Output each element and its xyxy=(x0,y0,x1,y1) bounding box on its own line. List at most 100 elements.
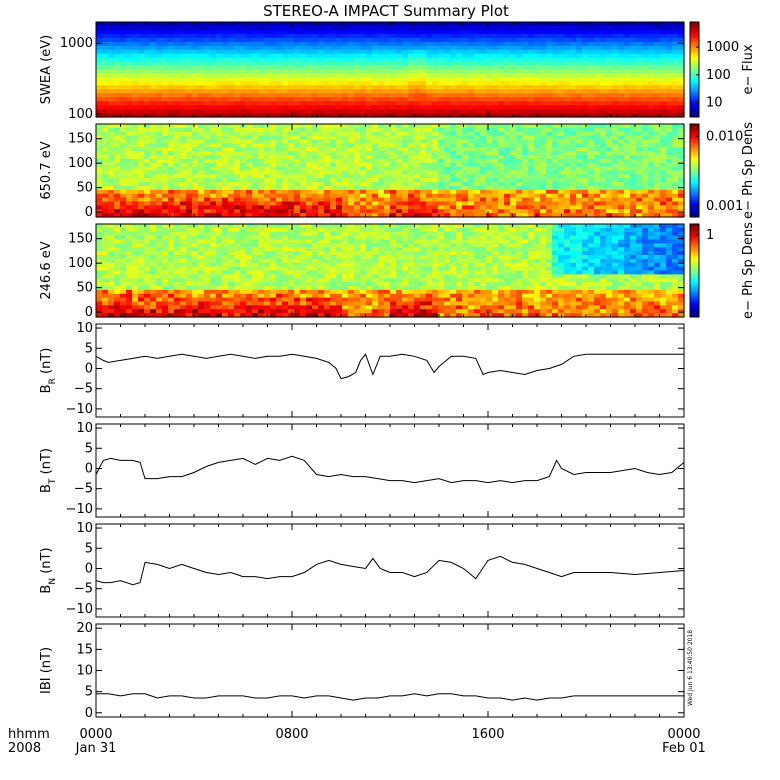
swea-cell xyxy=(312,97,319,102)
swea-cell xyxy=(228,65,235,71)
pad650-cell xyxy=(648,193,655,199)
swea-cell xyxy=(390,49,397,55)
swea-cell xyxy=(330,25,337,31)
pad650-cell xyxy=(438,158,445,164)
pad650-cell xyxy=(186,143,193,148)
pad650-cell xyxy=(594,209,601,214)
pad650-cell xyxy=(132,143,139,148)
pad650-colorbar-step xyxy=(690,135,699,139)
pad650-cell xyxy=(636,131,643,137)
pad650-cell xyxy=(366,166,373,172)
swea-cell xyxy=(138,22,145,27)
pad650-cell xyxy=(258,166,265,172)
swea-cell xyxy=(132,37,139,43)
pad650-colorbar-step xyxy=(690,147,699,151)
swea-cell xyxy=(264,109,271,114)
pad650-cell xyxy=(672,205,679,210)
pad650-cell xyxy=(486,174,493,179)
pad650-cell xyxy=(672,193,679,199)
swea-cell xyxy=(462,22,469,27)
swea-cell xyxy=(468,33,475,39)
swea-cell xyxy=(234,97,241,102)
swea-cell xyxy=(426,105,433,110)
swea-cell xyxy=(576,22,583,27)
pad650-cell xyxy=(360,197,367,203)
swea-cell xyxy=(522,81,529,86)
pad650-cell xyxy=(366,158,373,164)
pad650-cell xyxy=(132,155,139,160)
pad650-cell xyxy=(624,158,631,164)
swea-cell xyxy=(96,69,103,75)
swea-cell xyxy=(468,37,475,43)
pad650-cell xyxy=(660,127,667,133)
pad650-cell xyxy=(96,182,103,187)
pad650-cell xyxy=(276,189,283,195)
pad650-cell xyxy=(636,209,643,214)
swea-cell xyxy=(438,97,445,102)
swea-cell xyxy=(486,81,493,86)
pad650-cell xyxy=(594,135,601,141)
swea-cell xyxy=(252,97,259,102)
pad246-cell xyxy=(96,313,103,318)
swea-cell xyxy=(582,29,589,35)
swea-cell xyxy=(312,73,319,79)
swea-cell xyxy=(126,49,133,55)
pad650-cell xyxy=(438,205,445,210)
swea-cell xyxy=(204,105,211,110)
swea-cell xyxy=(228,29,235,35)
swea-cell xyxy=(438,41,445,47)
swea-cell xyxy=(378,22,385,27)
swea-cell xyxy=(660,22,667,27)
pad650-cell xyxy=(120,193,127,199)
swea-cell xyxy=(168,69,175,75)
swea-cell xyxy=(186,77,193,82)
swea-cell xyxy=(126,29,133,35)
swea-cell xyxy=(132,69,139,75)
swea-cell xyxy=(408,53,415,59)
swea-cell xyxy=(138,109,145,114)
pad650-cell xyxy=(450,162,457,168)
swea-cell xyxy=(294,77,301,82)
swea-cell xyxy=(336,33,343,39)
pad650-cell xyxy=(630,158,637,164)
swea-cell xyxy=(324,97,331,102)
pad650-cell xyxy=(396,131,403,137)
swea-cell xyxy=(186,89,193,94)
pad650-cell xyxy=(564,155,571,160)
pad246-cell xyxy=(108,301,115,306)
swea-cell xyxy=(228,25,235,31)
swea-cell xyxy=(114,37,121,43)
swea-cell xyxy=(306,29,313,35)
swea-cell xyxy=(390,45,397,51)
swea-cell xyxy=(114,73,121,79)
pad650-cell xyxy=(294,197,301,203)
swea-cell xyxy=(552,33,559,39)
swea-cell xyxy=(540,33,547,39)
swea-cell xyxy=(432,37,439,43)
pad650-cell xyxy=(666,162,673,168)
pad650-cell xyxy=(174,158,181,164)
pad650-cell xyxy=(102,151,109,156)
pad650-cell xyxy=(102,127,109,133)
pad650-cell xyxy=(606,127,613,133)
swea-cell xyxy=(468,81,475,86)
pad650-cell xyxy=(642,131,649,137)
swea-cell xyxy=(480,101,487,106)
pad650-cell xyxy=(462,178,469,183)
swea-cell xyxy=(372,49,379,55)
swea-cell xyxy=(174,101,181,106)
swea-cell xyxy=(276,77,283,82)
pad650-cell xyxy=(444,166,451,172)
pad650-cell xyxy=(408,174,415,179)
swea-cell xyxy=(276,22,283,27)
swea-cell xyxy=(468,45,475,51)
pad650-cell xyxy=(570,186,577,191)
swea-colorbar-step xyxy=(690,83,699,87)
pad650-cell xyxy=(420,186,427,191)
pad650-cell xyxy=(258,147,265,152)
pad650-cell xyxy=(288,174,295,179)
pad650-cell xyxy=(228,182,235,187)
swea-cell xyxy=(606,29,613,35)
swea-cell xyxy=(552,93,559,98)
pad650-cell xyxy=(624,155,631,160)
